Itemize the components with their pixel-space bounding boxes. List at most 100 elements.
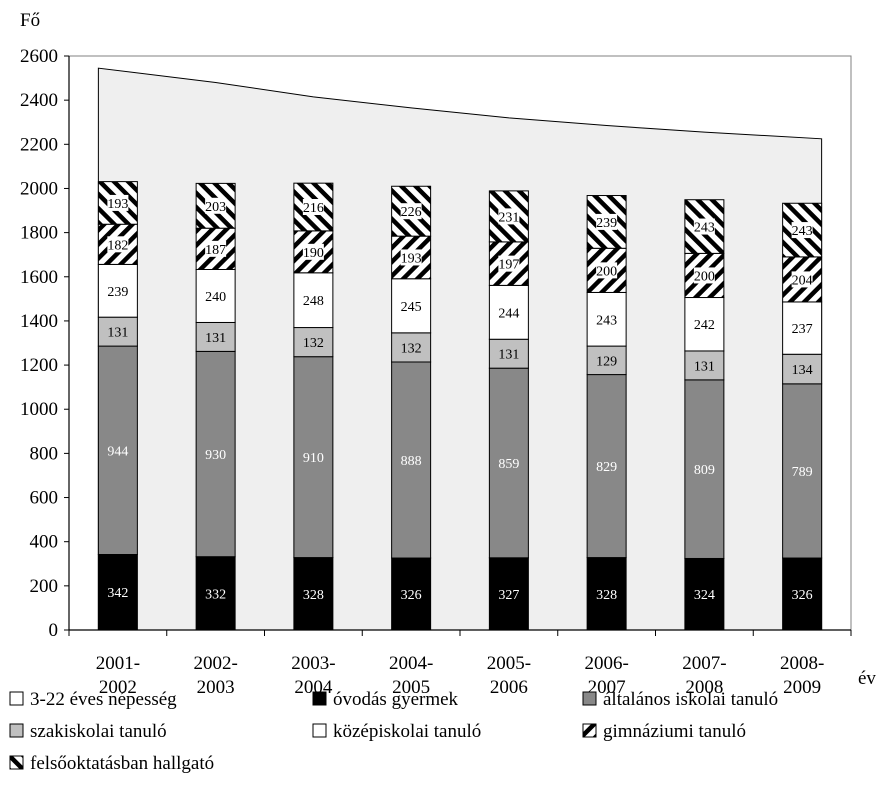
- data-label: 203: [205, 200, 226, 215]
- x-category-label: 2002-: [193, 653, 237, 674]
- data-label: 187: [205, 243, 226, 258]
- data-label: 328: [596, 588, 617, 603]
- y-tick-label: 2000: [20, 178, 58, 199]
- bar-segment: [293, 356, 334, 559]
- x-category-label: 2006: [490, 677, 528, 698]
- x-category-label: 2007-: [682, 653, 726, 674]
- legend-swatch: [582, 723, 597, 738]
- data-label: 324: [694, 588, 715, 603]
- bar-segment: [782, 557, 823, 631]
- data-label: 237: [792, 322, 813, 337]
- bar-segment: [293, 327, 334, 358]
- bar-segment: [586, 345, 627, 376]
- data-label: 134: [792, 363, 813, 378]
- data-label-bg: [302, 243, 324, 260]
- x-category-label: 2006-: [584, 653, 628, 674]
- bar-segment: [782, 301, 823, 355]
- y-tick-label: 2600: [20, 46, 58, 67]
- x-category-label: 2003-: [291, 653, 335, 674]
- data-label: 193: [401, 251, 422, 266]
- y-tick-label: 400: [30, 532, 59, 553]
- data-label: 231: [498, 210, 519, 225]
- data-label-bg: [693, 267, 715, 284]
- data-label: 342: [107, 586, 128, 601]
- data-label: 245: [401, 300, 422, 315]
- bar-segment: [97, 553, 138, 631]
- data-label: 204: [792, 273, 813, 288]
- data-label: 200: [596, 264, 617, 279]
- data-label-bg: [205, 197, 227, 214]
- bar-segment: [782, 353, 823, 385]
- data-label: 131: [694, 359, 715, 374]
- bar-segment: [391, 557, 432, 631]
- bar-segment: [488, 557, 529, 631]
- data-label: 243: [694, 221, 715, 236]
- data-label: 132: [401, 341, 422, 356]
- x-category-label: 2005: [392, 677, 430, 698]
- bar-segment: [684, 350, 725, 381]
- y-tick-label: 1800: [20, 223, 58, 244]
- data-label-bg: [205, 240, 227, 257]
- y-tick-label: 200: [30, 576, 59, 597]
- data-label-bg: [107, 194, 129, 211]
- data-label: 193: [107, 197, 128, 212]
- x-category-label: 2008-: [780, 653, 824, 674]
- x-category-label: 2002: [99, 677, 137, 698]
- x-category-label: 2001-: [96, 653, 140, 674]
- data-label: 131: [107, 326, 128, 341]
- legend-label: középiskolai tanuló: [333, 721, 481, 742]
- legend-swatch: [312, 691, 327, 706]
- data-label: 226: [401, 205, 422, 220]
- data-label-bg: [302, 199, 324, 216]
- legend-label: 3-22 éves népesség: [30, 689, 177, 710]
- data-label: 888: [401, 454, 422, 469]
- data-label-bg: [400, 203, 422, 220]
- data-label: 243: [596, 313, 617, 328]
- y-tick-label: 2200: [20, 134, 58, 155]
- bar-segment: [391, 361, 432, 559]
- y-tick-label: 2400: [20, 90, 58, 111]
- legend-swatch: [582, 691, 597, 706]
- data-label: 131: [498, 348, 519, 363]
- data-label: 328: [303, 588, 324, 603]
- bar-segment: [586, 374, 627, 559]
- data-label: 190: [303, 246, 324, 261]
- data-label: 248: [303, 294, 324, 309]
- legend-swatch: [312, 723, 327, 738]
- x-category-label: 2004-: [389, 653, 433, 674]
- legend-swatch: [9, 691, 24, 706]
- y-tick-label: 0: [49, 620, 59, 641]
- data-label-bg: [107, 236, 129, 253]
- data-label: 240: [205, 290, 226, 305]
- bar-segment: [293, 557, 334, 631]
- data-label: 243: [792, 224, 813, 239]
- bar-segment: [586, 557, 627, 631]
- data-label: 809: [694, 463, 715, 478]
- data-label: 244: [498, 306, 519, 321]
- y-tick-label: 1000: [20, 399, 58, 420]
- bar-segment: [684, 557, 725, 631]
- y-axis-title: Fő: [20, 10, 40, 31]
- bar-segment: [488, 338, 529, 369]
- data-label: 859: [498, 457, 519, 472]
- x-category-label: 2003: [197, 677, 235, 698]
- data-label: 944: [107, 444, 128, 459]
- data-label: 131: [205, 331, 226, 346]
- data-label-bg: [791, 222, 813, 239]
- data-label: 327: [498, 588, 519, 603]
- bar-segment: [488, 367, 529, 559]
- bar-segment: [684, 379, 725, 559]
- legend-label: általános iskolai tanuló: [603, 689, 778, 710]
- x-category-label: 2009: [783, 677, 821, 698]
- data-label: 239: [596, 216, 617, 231]
- x-category-label: 2007: [588, 677, 626, 698]
- bar-segment: [391, 332, 432, 363]
- legend-swatch: [9, 723, 24, 738]
- data-label-bg: [693, 218, 715, 235]
- bar-segment: [97, 316, 138, 347]
- legend-label: felsőoktatásban hallgató: [30, 753, 214, 774]
- data-label: 197: [498, 258, 519, 273]
- legend-label: gimnáziumi tanuló: [603, 721, 746, 742]
- data-label: 332: [205, 587, 226, 602]
